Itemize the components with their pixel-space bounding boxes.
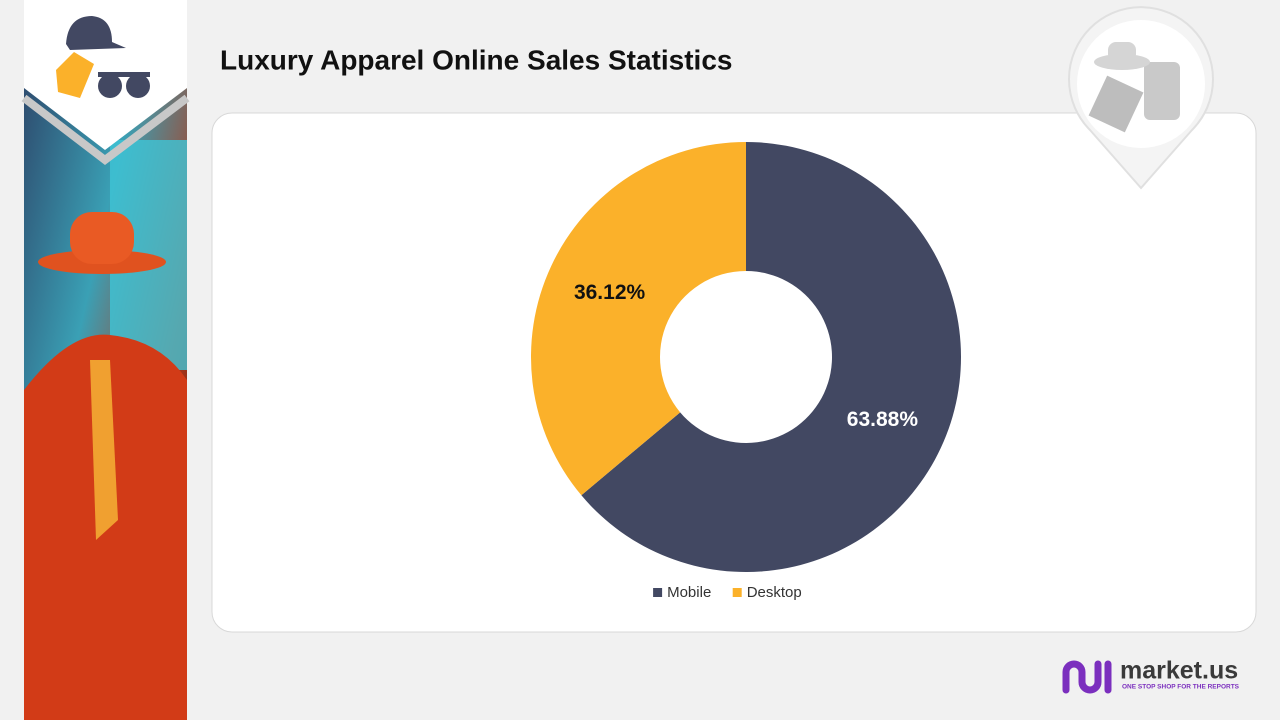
badge — [1077, 20, 1205, 148]
donut-slice — [531, 142, 746, 496]
badge-scarf — [1088, 75, 1144, 133]
legend-label: Mobile — [667, 584, 711, 601]
donut-slice — [581, 142, 962, 572]
legend-swatch — [732, 588, 742, 597]
legend-swatch — [653, 588, 663, 597]
glasses-icon — [126, 74, 150, 98]
glasses-icon — [98, 72, 150, 77]
tag-icon — [56, 52, 94, 98]
side-image-hat — [70, 212, 134, 264]
data-label: 63.88% — [847, 408, 919, 431]
brand-tagline: ONE STOP SHOP FOR THE REPORTS — [1122, 684, 1240, 691]
legend-label: Desktop — [747, 584, 802, 601]
glasses-icon — [98, 74, 122, 98]
icon-panel-chevron — [21, 94, 190, 166]
cap-icon — [66, 16, 126, 50]
chart-card — [211, 112, 1257, 633]
badge-hat — [1108, 42, 1136, 62]
data-label: 36.12% — [574, 281, 646, 304]
logo-mark — [1062, 660, 1102, 694]
chart-title: Luxury Apparel Online Sales Statistics — [220, 44, 732, 75]
badge-shirt — [1144, 62, 1180, 120]
side-image-tie — [90, 360, 118, 540]
brand-name: market.us — [1120, 657, 1238, 685]
